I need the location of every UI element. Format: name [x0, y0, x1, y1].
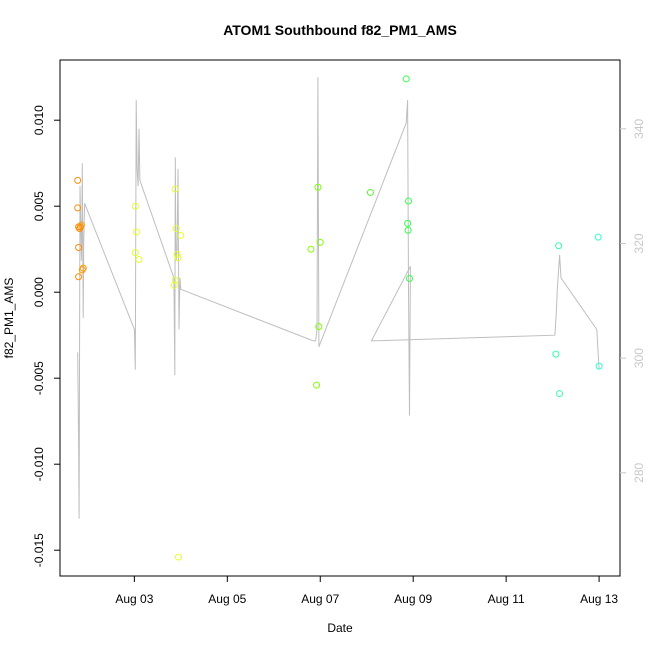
chart-title: ATOM1 Southbound f82_PM1_AMS [223, 22, 457, 38]
data-point [404, 226, 412, 234]
y-tick-label: -0.015 [32, 533, 46, 567]
data-point [135, 256, 143, 264]
data-point [594, 233, 602, 241]
data-point [74, 204, 82, 212]
data-point [131, 202, 139, 210]
y2-tick-label: 280 [632, 462, 646, 482]
x-tick-label: Aug 03 [115, 592, 153, 606]
y2-axis: 280 300 320 340 [620, 118, 646, 483]
data-point [404, 219, 412, 227]
x-tick-label: Aug 07 [301, 592, 339, 606]
y-tick-label: 0.005 [32, 191, 46, 221]
y-axis: -0.015 -0.010 -0.005 0.000 0.005 0.010 [32, 105, 60, 567]
y2-tick-label: 340 [632, 118, 646, 138]
data-point [172, 225, 180, 233]
data-point [555, 242, 563, 250]
data-point [307, 245, 315, 253]
data-line [77, 77, 600, 519]
y-tick-label: 0.000 [32, 277, 46, 307]
data-point [171, 276, 179, 284]
x-tick-label: Aug 13 [580, 592, 618, 606]
data-point [171, 185, 179, 193]
data-point [173, 250, 181, 258]
series-line [77, 77, 600, 519]
plot-frame [59, 59, 621, 577]
x-axis: Aug 03 Aug 05 Aug 07 Aug 09 Aug 11 Aug 13 [115, 576, 618, 606]
data-point [133, 228, 141, 236]
data-point [402, 75, 410, 83]
data-point [315, 323, 323, 331]
x-tick-label: Aug 11 [488, 592, 525, 606]
data-point [316, 238, 324, 246]
data-point [405, 274, 413, 282]
data-point [175, 553, 183, 561]
x-tick-label: Aug 05 [208, 592, 246, 606]
data-point [75, 243, 83, 251]
data-point [556, 390, 564, 398]
x-tick-label: Aug 09 [394, 592, 432, 606]
y-tick-label: -0.005 [32, 361, 46, 395]
data-point [78, 266, 86, 274]
data-point [313, 381, 321, 389]
y-tick-label: -0.010 [32, 447, 46, 481]
y-axis-label: f82_PM1_AMS [2, 278, 16, 359]
y2-tick-label: 320 [632, 233, 646, 253]
y2-tick-label: 300 [632, 348, 646, 368]
data-point [77, 221, 85, 229]
data-point [366, 188, 374, 196]
data-points [74, 75, 603, 561]
y-tick-label: 0.010 [32, 105, 46, 135]
data-point [170, 281, 178, 289]
data-point [75, 273, 83, 281]
data-point [131, 249, 139, 257]
data-point [74, 176, 82, 184]
data-point [174, 254, 182, 262]
data-point [177, 231, 185, 239]
data-point [405, 197, 413, 205]
data-point [314, 183, 322, 191]
data-point [552, 350, 560, 358]
data-point [595, 362, 603, 370]
x-axis-label: Date [327, 621, 353, 635]
